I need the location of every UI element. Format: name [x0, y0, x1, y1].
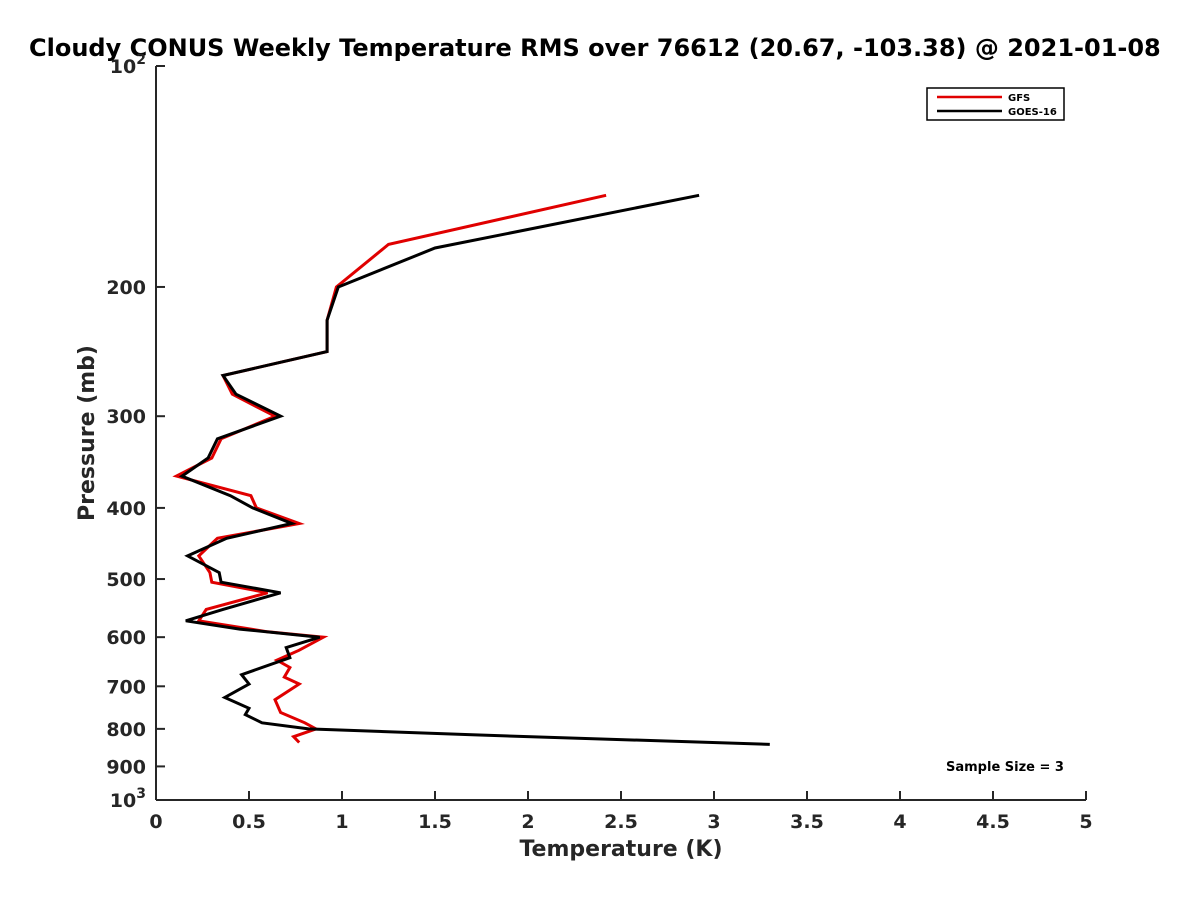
y-tick-label: 300 [106, 406, 146, 428]
x-ticks: 0 0.5 1 1.5 2 2.5 3 3.5 4 4.5 5 [149, 791, 1093, 833]
legend-label-goes16: GOES-16 [1008, 107, 1057, 118]
x-tick-label: 5 [1079, 811, 1092, 833]
series-layer [172, 193, 770, 746]
x-tick-label: 2 [521, 811, 534, 833]
x-tick-label: 4.5 [976, 811, 1010, 833]
x-tick-label: 0.5 [232, 811, 266, 833]
legend: GFS GOES-16 [926, 87, 1065, 121]
x-tick-label: 3.5 [790, 811, 824, 833]
sample-size-annotation: Sample Size = 3 [946, 760, 1064, 775]
legend-box [926, 87, 1065, 121]
y-tick-label: 500 [106, 569, 146, 591]
x-axis-label: Temperature (K) [519, 837, 722, 862]
y-tick-label: 102 [110, 52, 146, 78]
y-tick-label: 800 [106, 719, 146, 741]
chart-title: Cloudy CONUS Weekly Temperature RMS over… [29, 34, 1161, 62]
legend-label-gfs: GFS [1008, 93, 1030, 104]
y-tick-label: 900 [106, 756, 146, 778]
series-line-goes16 [178, 193, 770, 746]
x-tick-label: 3 [707, 811, 720, 833]
x-tick-label: 0 [149, 811, 162, 833]
x-tick-label: 2.5 [604, 811, 638, 833]
y-ticks: 102 200 300 400 500 600 700 800 900 103 [106, 52, 165, 812]
y-axis-label: Pressure (mb) [75, 345, 100, 521]
x-tick-label: 1.5 [418, 811, 452, 833]
y-tick-label: 600 [106, 627, 146, 649]
y-tick-label: 400 [106, 498, 146, 520]
series-line-gfs [172, 193, 607, 744]
y-tick-label: 700 [106, 676, 146, 698]
y-tick-label: 103 [110, 786, 146, 812]
x-tick-label: 1 [335, 811, 348, 833]
x-tick-label: 4 [893, 811, 906, 833]
y-tick-label: 200 [106, 277, 146, 299]
